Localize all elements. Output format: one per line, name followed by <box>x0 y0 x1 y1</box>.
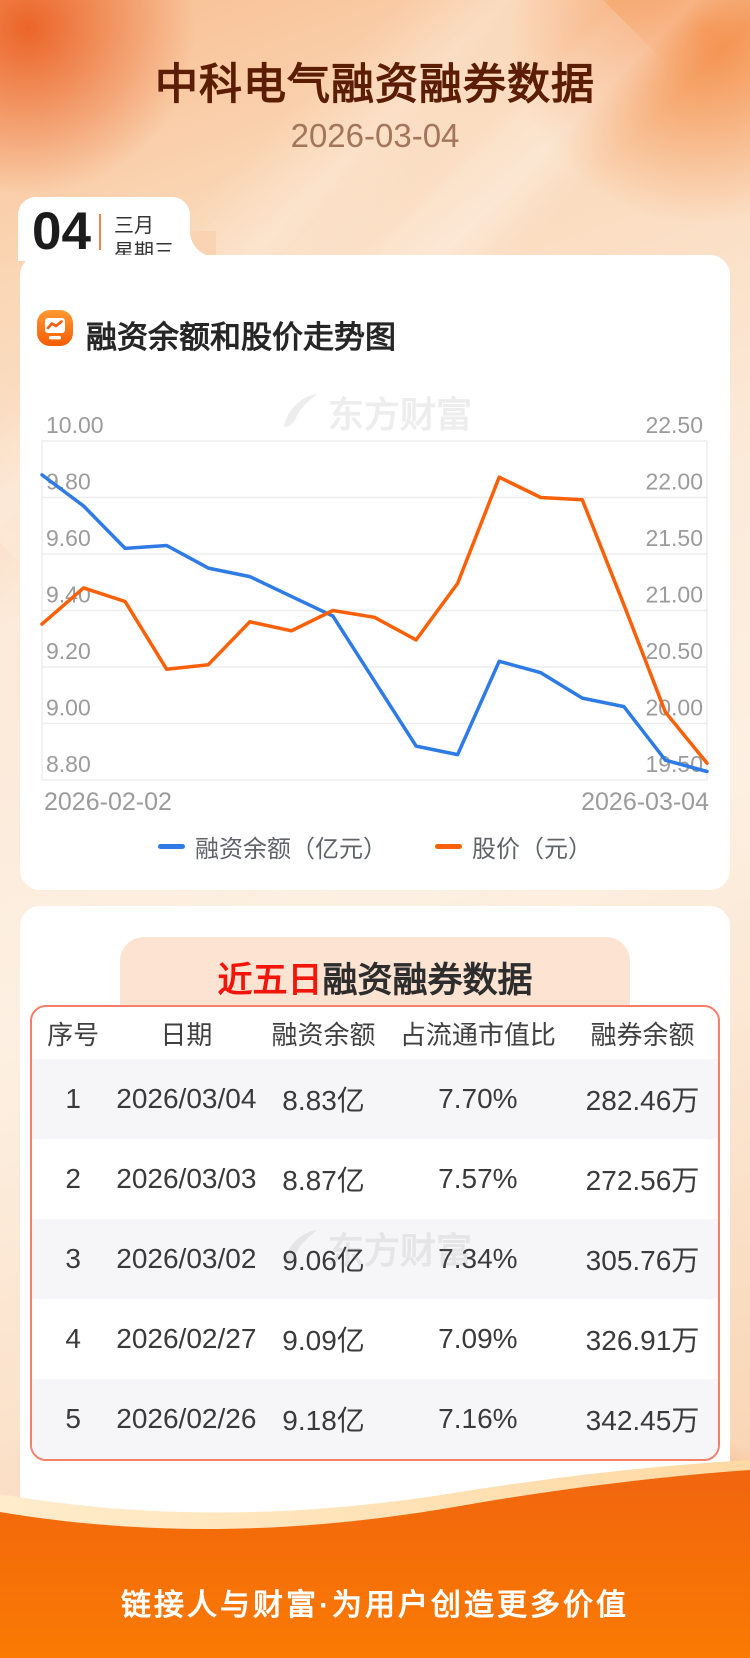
cell-margin-balance: 8.83亿 <box>282 1085 365 1116</box>
calendar-divider <box>99 214 101 250</box>
table-header-row: 序号 日期 融资余额 占流通市值比 融券余额 <box>32 1007 718 1059</box>
page-date: 2026-03-04 <box>290 117 460 154</box>
y-axis-tick-right: 22.50 <box>645 412 703 438</box>
legend-label: 融资余额（亿元） <box>195 836 387 863</box>
calendar-day: 04 <box>32 202 91 261</box>
cell-date: 2026/02/26 <box>116 1403 257 1434</box>
table-title-rest: 融资融券数据 <box>322 961 533 1000</box>
cell-short-balance: 305.76万 <box>585 1245 700 1276</box>
cell-index: 3 <box>65 1243 81 1274</box>
legend-item-margin-balance: 融资余额（亿元） <box>158 829 387 864</box>
table-row: 5 2026/02/26 9.18亿 7.16% 342.45万 <box>32 1379 718 1459</box>
series-line-stock-price <box>40 475 709 765</box>
cell-date: 2026/03/03 <box>116 1163 257 1194</box>
brand-watermark: 东方财富 <box>278 1222 472 1274</box>
calendar-month: 三月 <box>114 215 154 237</box>
calendar-card-curve <box>190 231 216 257</box>
brand-swoosh-icon <box>283 394 317 427</box>
y-axis-tick-left: 9.60 <box>46 525 91 551</box>
cell-margin-balance: 9.18亿 <box>282 1405 365 1436</box>
legend-swatch-blue <box>158 844 185 849</box>
y-axis-tick-left: 9.40 <box>46 582 91 608</box>
x-axis-label-start: 2026-02-02 <box>44 788 172 816</box>
cell-index: 5 <box>65 1403 81 1434</box>
series-line-margin-balance <box>40 473 709 774</box>
cell-ratio: 7.34% <box>438 1243 518 1274</box>
footer-slogan: 链接人与财富·为用户创造更多价值 <box>121 1589 629 1622</box>
legend-item-stock-price: 股价（元） <box>435 829 592 864</box>
chart-monitor-icon <box>36 309 74 347</box>
y-axis-tick-left: 8.80 <box>46 751 91 777</box>
y-axis-tick-right: 20.00 <box>645 695 703 721</box>
table-row: 4 2026/02/27 9.09亿 7.09% 326.91万 <box>32 1299 718 1379</box>
y-axis-tick-left: 9.00 <box>46 695 91 721</box>
cell-margin-balance: 9.06亿 <box>282 1245 365 1276</box>
cell-index: 1 <box>65 1083 81 1114</box>
cell-short-balance: 272.56万 <box>585 1165 700 1196</box>
table-row: 1 2026/03/04 8.83亿 7.70% 282.46万 <box>32 1059 718 1139</box>
column-header-margin-balance: 融资余额 <box>271 1019 376 1050</box>
cell-date: 2026/03/02 <box>116 1243 257 1274</box>
column-header-short-balance: 融券余额 <box>590 1019 695 1050</box>
cell-ratio: 7.70% <box>438 1083 518 1114</box>
cell-ratio: 7.57% <box>438 1163 518 1194</box>
y-axis-tick-right: 22.00 <box>645 469 703 495</box>
cell-index: 4 <box>65 1323 81 1354</box>
column-header-index: 序号 <box>47 1019 100 1050</box>
chart-section-title: 融资余额和股价走势图 <box>86 320 396 355</box>
footer-wave <box>0 1460 750 1658</box>
cell-ratio: 7.09% <box>438 1323 518 1354</box>
cell-ratio: 7.16% <box>438 1403 518 1434</box>
legend-swatch-orange <box>435 844 462 849</box>
y-axis-tick-right: 20.50 <box>645 638 703 664</box>
brand-watermark: 东方财富 <box>278 386 472 438</box>
y-axis-tick-right: 21.50 <box>645 525 703 551</box>
cell-date: 2026/03/04 <box>116 1083 257 1114</box>
column-header-date: 日期 <box>160 1019 213 1050</box>
cell-margin-balance: 8.87亿 <box>282 1165 365 1196</box>
column-header-ratio: 占流通市值比 <box>399 1019 556 1050</box>
cell-margin-balance: 9.09亿 <box>282 1325 365 1356</box>
chart-legend: 融资余额（亿元） 股价（元） <box>0 829 750 864</box>
cell-short-balance: 326.91万 <box>585 1325 700 1356</box>
table-row: 3 2026/03/02 9.06亿 7.34% 305.76万 <box>32 1219 718 1299</box>
calendar-card: 04 三月 星期三 <box>18 197 190 263</box>
corner-glow-decoration <box>0 0 210 210</box>
y-axis-tick-left: 9.20 <box>46 638 91 664</box>
cell-short-balance: 342.45万 <box>585 1405 700 1436</box>
y-axis-tick-right: 21.00 <box>645 582 703 608</box>
table-row: 2 2026/03/03 8.87亿 7.57% 272.56万 <box>32 1139 718 1219</box>
cell-short-balance: 282.46万 <box>585 1085 700 1116</box>
cell-index: 2 <box>65 1163 81 1194</box>
brand-swoosh-icon <box>283 1230 317 1263</box>
margin-data-table: 序号 日期 融资余额 占流通市值比 融券余额 1 2026/03/04 8.83… <box>30 1005 720 1461</box>
legend-label: 股价（元） <box>472 836 592 863</box>
cell-date: 2026/02/27 <box>116 1323 257 1354</box>
table-title-highlight: 近五日 <box>217 961 323 1000</box>
page-title: 中科电气融资融券数据 <box>155 61 595 109</box>
y-axis-tick-left: 10.00 <box>46 412 104 438</box>
corner-glow-decoration <box>500 0 750 250</box>
x-axis-label-end: 2026-03-04 <box>581 788 709 816</box>
dual-axis-line-chart: 10.00 22.509.80 22.009.60 21.509.40 21.009.2… <box>40 412 709 816</box>
